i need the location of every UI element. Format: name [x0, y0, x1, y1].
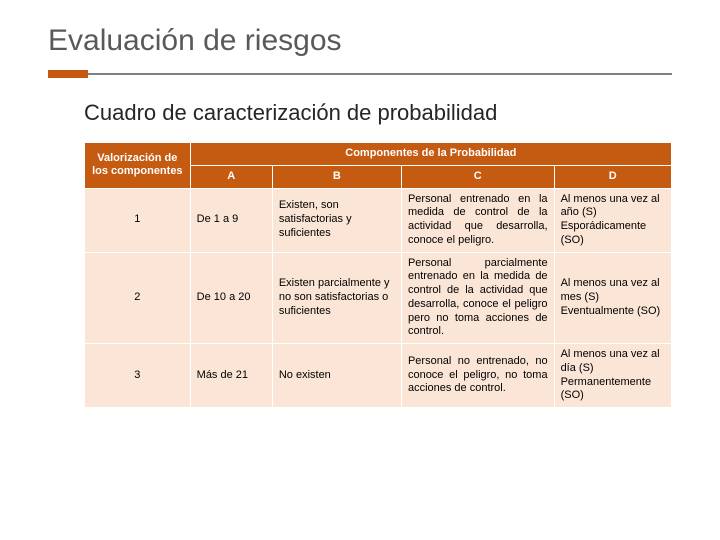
cell-val: 2 — [85, 252, 191, 344]
rule-accent — [48, 70, 88, 78]
cell-c: Personal entrenado en la medida de contr… — [401, 188, 554, 252]
cell-d: Al menos una vez al día (S) Permanenteme… — [554, 344, 671, 408]
page-title: Evaluación de riesgos — [48, 24, 672, 58]
th-c: C — [401, 165, 554, 188]
th-a: A — [190, 165, 272, 188]
th-componentes: Componentes de la Probabilidad — [190, 143, 671, 166]
cell-c: Personal no entrenado, no conoce el peli… — [401, 344, 554, 408]
rule-line — [88, 73, 672, 75]
th-b: B — [272, 165, 401, 188]
subtitle: Cuadro de caracterización de probabilida… — [84, 100, 672, 126]
cell-a: De 1 a 9 — [190, 188, 272, 252]
cell-b: Existen parcialmente y no son satisfacto… — [272, 252, 401, 344]
cell-a: De 10 a 20 — [190, 252, 272, 344]
cell-d: Al menos una vez al año (S) Esporádicame… — [554, 188, 671, 252]
cell-a: Más de 21 — [190, 344, 272, 408]
cell-b: No existen — [272, 344, 401, 408]
th-valorizacion: Valorización de los componentes — [85, 143, 191, 189]
th-d: D — [554, 165, 671, 188]
cell-d: Al menos una vez al mes (S) Eventualment… — [554, 252, 671, 344]
cell-b: Existen, son satisfactorias y suficiente… — [272, 188, 401, 252]
slide: Evaluación de riesgos Cuadro de caracter… — [0, 0, 720, 408]
probability-table-wrap: Valorización de los componentes Componen… — [84, 142, 672, 408]
table-row: 1 De 1 a 9 Existen, son satisfactorias y… — [85, 188, 672, 252]
title-rule — [48, 70, 672, 78]
probability-table: Valorización de los componentes Componen… — [84, 142, 672, 408]
cell-c: Personal parcialmente entrenado en la me… — [401, 252, 554, 344]
table-header-row-1: Valorización de los componentes Componen… — [85, 143, 672, 166]
table-row: 3 Más de 21 No existen Personal no entre… — [85, 344, 672, 408]
table-row: 2 De 10 a 20 Existen parcialmente y no s… — [85, 252, 672, 344]
cell-val: 1 — [85, 188, 191, 252]
cell-val: 3 — [85, 344, 191, 408]
